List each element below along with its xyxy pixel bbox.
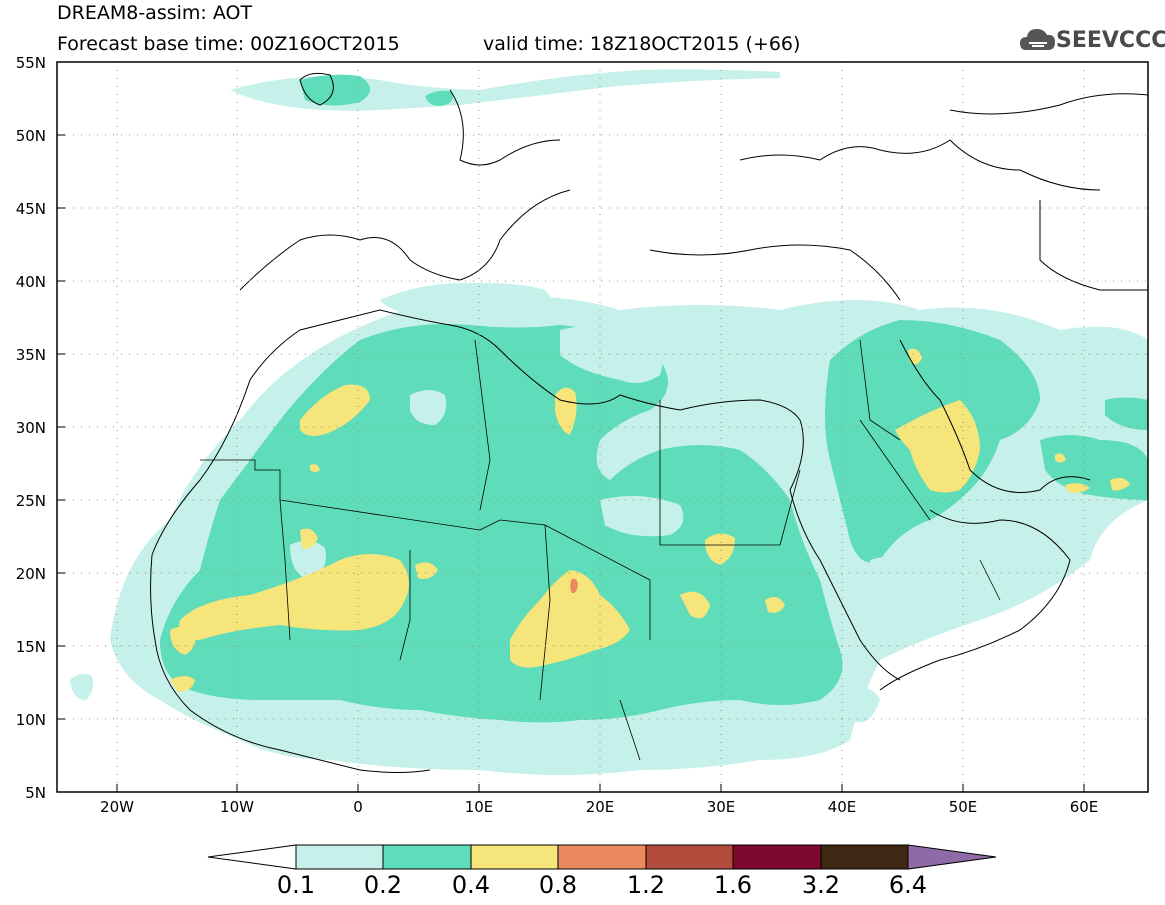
longitude-labels: 20W 10W 0 10E 20E 30E 40E 50E 60E [100, 798, 1098, 816]
lon-label: 40E [828, 798, 857, 816]
lat-label: 10N [16, 711, 46, 729]
lat-label: 30N [16, 419, 46, 437]
colorbar-segment [820, 844, 909, 870]
lon-label: 10E [465, 798, 494, 816]
colorbar-segment [557, 844, 647, 870]
colorbar-segment [645, 844, 734, 870]
aot-field [70, 69, 1148, 775]
colorbar-label: 6.4 [889, 871, 927, 899]
lon-label: 30E [707, 798, 736, 816]
logo-text: SEEVCCC [1056, 28, 1165, 53]
lat-label: 55N [16, 54, 46, 72]
colorbar-label: 3.2 [802, 871, 840, 899]
colorbar-label: 0.1 [277, 871, 315, 899]
lat-label: 35N [16, 346, 46, 364]
lon-label: 60E [1070, 798, 1099, 816]
lat-label: 20N [16, 565, 46, 583]
lon-label: 20W [100, 798, 134, 816]
colorbar-segment [382, 844, 472, 870]
lat-label: 50N [16, 127, 46, 145]
colorbar-segment [295, 844, 384, 870]
lon-label: 20E [586, 798, 615, 816]
lat-label: 15N [16, 638, 46, 656]
grid-lines [57, 62, 1148, 792]
colorbar [207, 844, 997, 870]
axis-ticks [57, 134, 1085, 792]
aot-level-0.1-holes [290, 325, 920, 652]
colorbar-label: 1.6 [714, 871, 752, 899]
forecast-base-time: Forecast base time: 00Z16OCT2015 [57, 33, 400, 55]
lat-label: 25N [16, 492, 46, 510]
colorbar-segment [732, 844, 822, 870]
colorbar-label: 0.2 [364, 871, 402, 899]
aot-level-0.4 [170, 348, 1130, 692]
colorbar-segment [907, 844, 997, 870]
map-title: DREAM8-assim: AOT [57, 2, 253, 24]
colorbar-label: 0.4 [452, 871, 490, 899]
coastlines [150, 72, 1148, 773]
lon-label: 10W [220, 798, 254, 816]
colorbar-segment [470, 844, 559, 870]
colorbar-segment [207, 844, 297, 870]
aot-level-0.8 [570, 578, 578, 594]
lon-label: 0 [353, 798, 363, 816]
lon-label: 50E [949, 798, 978, 816]
lat-label: 45N [16, 200, 46, 218]
latitude-labels: 55N 50N 45N 40N 35N 30N 25N 20N 15N 10N … [16, 54, 46, 802]
lat-label: 5N [25, 784, 46, 802]
country-borders [200, 339, 1001, 761]
colorbar-labels: 0.1 0.2 0.4 0.8 1.2 1.6 3.2 6.4 [277, 871, 927, 899]
colorbar-label: 0.8 [539, 871, 577, 899]
valid-time: valid time: 18Z18OCT2015 (+66) [483, 33, 801, 55]
colorbar-label: 1.2 [627, 871, 665, 899]
lat-label: 40N [16, 273, 46, 291]
